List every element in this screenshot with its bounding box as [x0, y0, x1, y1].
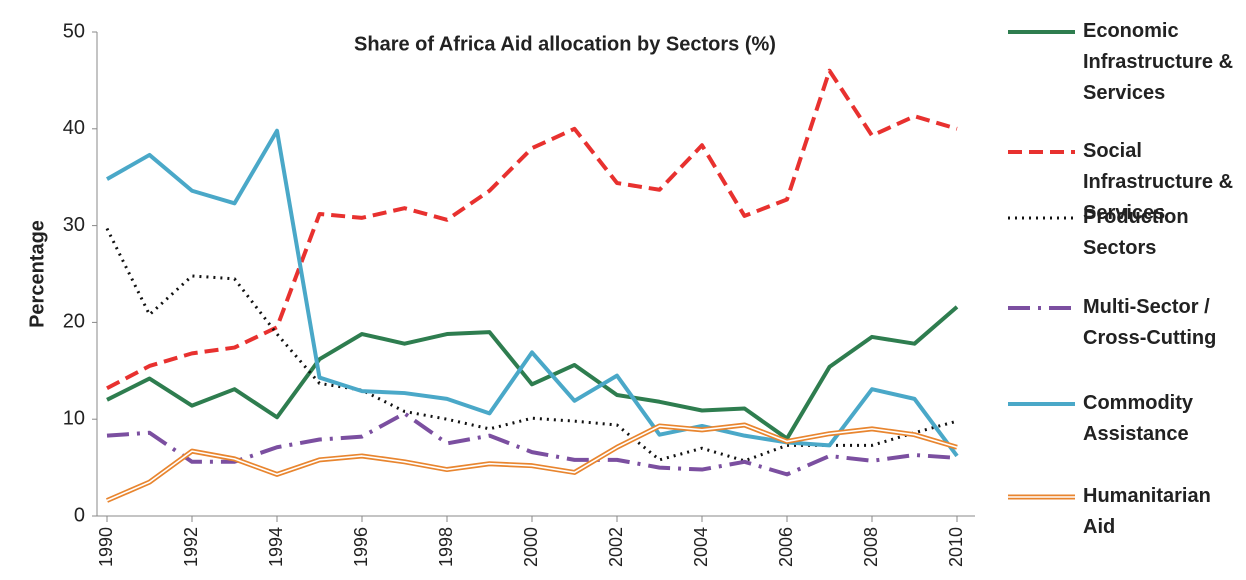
y-tick-label: 10: [63, 407, 85, 429]
x-tick-label: 2000: [521, 527, 541, 567]
series-line: [106, 411, 958, 477]
x-tick-label: 1996: [351, 527, 371, 567]
legend-label: Production Sectors: [1083, 206, 1189, 259]
series-line-inner: [106, 424, 958, 502]
x-tick-label: 1990: [96, 527, 116, 567]
y-axis-label: Percentage: [26, 220, 48, 328]
chart-title: Share of Africa Aid allocation by Sector…: [354, 33, 776, 55]
x-tick-label: 1994: [266, 527, 286, 567]
legend-label: Multi-Sector / Cross-Cutting: [1083, 296, 1217, 349]
x-tick-label: 1992: [181, 527, 201, 567]
x-tick-label: 2008: [861, 527, 881, 567]
series-line: [105, 227, 958, 463]
y-tick-label: 40: [63, 117, 85, 139]
series-line: [106, 68, 958, 390]
legend-label: Economic Infrastructure & Services: [1083, 20, 1234, 104]
y-tick-label: 0: [74, 504, 85, 526]
x-tick-label: 2002: [606, 527, 626, 567]
series-line: [106, 305, 959, 441]
x-tick-label: 1998: [436, 527, 456, 567]
legend-label: Humanitarian Aid: [1083, 485, 1211, 538]
legend-label: Social Infrastructure & Services: [1083, 140, 1234, 224]
y-tick-label: 20: [63, 311, 85, 333]
y-tick-label: 50: [63, 20, 85, 42]
x-tick-label: 2004: [691, 527, 711, 567]
legend-label: Commodity Assistance: [1083, 392, 1193, 445]
y-tick-label: 30: [63, 214, 85, 236]
series-line: [106, 128, 959, 458]
x-tick-label: 2006: [776, 527, 796, 567]
x-tick-label: 2010: [946, 527, 966, 567]
